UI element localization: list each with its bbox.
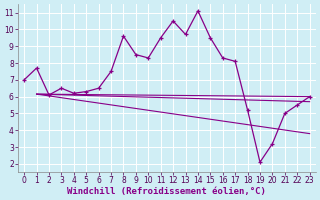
X-axis label: Windchill (Refroidissement éolien,°C): Windchill (Refroidissement éolien,°C): [68, 187, 266, 196]
